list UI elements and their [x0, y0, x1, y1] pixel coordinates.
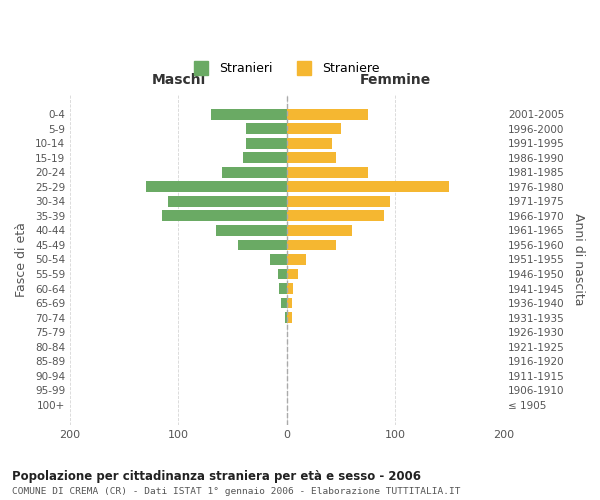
Bar [245, 138, 287, 149]
Bar [287, 225, 352, 236]
Bar [287, 240, 335, 250]
Bar [244, 152, 287, 164]
Y-axis label: Anni di nascita: Anni di nascita [572, 213, 585, 306]
Bar [287, 298, 292, 308]
Bar [287, 210, 384, 222]
Bar [287, 312, 292, 323]
Bar [279, 283, 287, 294]
Bar [287, 196, 389, 207]
Bar [281, 298, 287, 308]
Bar [167, 196, 287, 207]
Bar [238, 240, 287, 250]
Bar [287, 254, 306, 265]
Bar [287, 268, 298, 280]
Bar [287, 124, 341, 134]
Legend: Stranieri, Straniere: Stranieri, Straniere [189, 57, 385, 80]
Text: Maschi: Maschi [151, 73, 206, 87]
Bar [162, 210, 287, 222]
Bar [287, 283, 293, 294]
Bar [211, 109, 287, 120]
Text: COMUNE DI CREMA (CR) - Dati ISTAT 1° gennaio 2006 - Elaborazione TUTTITALIA.IT: COMUNE DI CREMA (CR) - Dati ISTAT 1° gen… [12, 488, 461, 496]
Bar [284, 312, 287, 323]
Bar [287, 182, 449, 192]
Bar [217, 225, 287, 236]
Bar [222, 167, 287, 178]
Bar [287, 152, 335, 164]
Bar [287, 109, 368, 120]
Bar [287, 167, 368, 178]
Bar [287, 138, 332, 149]
Text: Popolazione per cittadinanza straniera per età e sesso - 2006: Popolazione per cittadinanza straniera p… [12, 470, 421, 483]
Bar [146, 182, 287, 192]
Bar [271, 254, 287, 265]
Y-axis label: Fasce di età: Fasce di età [15, 222, 28, 297]
Text: Femmine: Femmine [359, 73, 431, 87]
Bar [278, 268, 287, 280]
Bar [245, 124, 287, 134]
